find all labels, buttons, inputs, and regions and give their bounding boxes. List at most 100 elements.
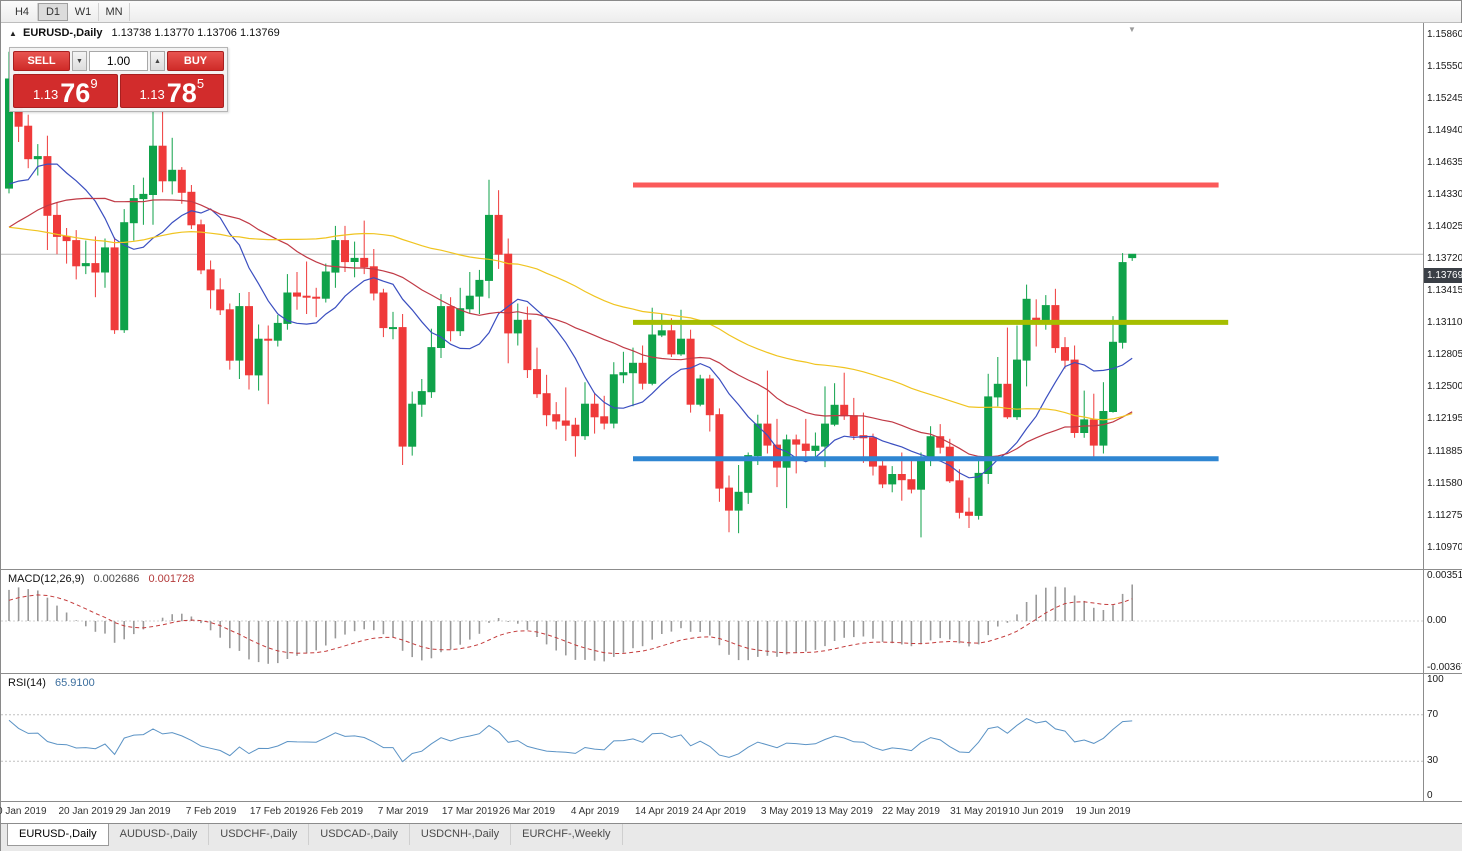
chart-tab-usdchf-daily[interactable]: USDCHF-,Daily <box>209 824 310 845</box>
chart-symbol-label: EURUSD-,Daily <box>22 27 103 39</box>
candle <box>590 392 599 434</box>
volume-decrease-button[interactable]: ▼ <box>72 51 87 71</box>
candle <box>696 374 705 407</box>
candle <box>715 408 724 502</box>
date-axis-label: 10 Jan 2019 <box>0 806 47 817</box>
ma-line-30 <box>8 197 1133 458</box>
macd-name: MACD(12,26,9) <box>8 573 85 585</box>
date-axis-label: 24 Apr 2019 <box>692 806 746 817</box>
timeframe-button-h4[interactable]: H4 <box>7 2 38 21</box>
candle <box>763 370 772 454</box>
rsi-axis-label: 70 <box>1427 709 1439 720</box>
candle <box>705 374 714 432</box>
candle <box>533 347 541 398</box>
price-axis-label: 1.15860 <box>1427 29 1462 40</box>
current-price-tag: 1.13769 <box>1424 268 1462 283</box>
bid-price-pips: 76 <box>60 77 91 108</box>
candle <box>849 397 858 440</box>
candle <box>581 382 589 440</box>
candle <box>120 209 129 333</box>
chart-tab-usdcad-daily[interactable]: USDCAD-,Daily <box>309 824 410 845</box>
candle <box>1013 325 1021 420</box>
price-chart-canvas[interactable] <box>1 23 1423 569</box>
bid-price-point: 9 <box>90 76 98 91</box>
volume-increase-button[interactable]: ▲ <box>150 51 165 71</box>
price-axis-label: 1.12195 <box>1427 413 1462 424</box>
candle <box>475 269 484 314</box>
candle <box>187 185 196 229</box>
chart-tab-eurchf-weekly[interactable]: EURCHF-,Weekly <box>511 824 623 845</box>
candle <box>245 292 253 390</box>
price-axis-label: 1.11275 <box>1427 510 1462 521</box>
candle <box>561 387 570 441</box>
candle <box>1118 253 1127 349</box>
date-axis-label: 10 Jun 2019 <box>1008 806 1064 817</box>
date-axis-label: 3 May 2019 <box>760 806 814 817</box>
candle <box>81 240 90 275</box>
candle <box>1089 393 1098 460</box>
date-axis-label: 7 Mar 2019 <box>377 806 429 817</box>
timeframe-button-d1[interactable]: D1 <box>38 2 68 21</box>
candle <box>1099 382 1108 454</box>
chart-tab-usdcnh-daily[interactable]: USDCNH-,Daily <box>410 824 512 845</box>
price-axis[interactable]: 1.15860 1.15550 1.15245 1.14940 1.14635 1.143… <box>1423 23 1462 569</box>
candle <box>33 144 42 176</box>
volume-input[interactable] <box>89 51 148 71</box>
date-axis-label: 20 Jan 2019 <box>58 806 114 817</box>
candle <box>446 297 455 342</box>
candle <box>629 347 637 407</box>
candle <box>811 432 820 459</box>
ask-price-base: 1.13 <box>139 87 165 102</box>
candle <box>110 237 119 334</box>
candle <box>801 418 810 459</box>
rsi-canvas[interactable] <box>1 674 1423 801</box>
rsi-axis[interactable]: 100 70 30 0 <box>1423 674 1462 801</box>
candle <box>792 434 801 474</box>
date-axis-label: 26 Feb 2019 <box>306 806 364 817</box>
candle <box>53 202 61 255</box>
candle <box>321 263 330 303</box>
date-axis-label: 17 Feb 2019 <box>249 806 307 817</box>
candle <box>360 220 369 275</box>
price-axis-label: 1.11885 <box>1427 446 1462 457</box>
ask-price-pips: 78 <box>166 77 197 108</box>
price-axis-label: 1.13110 <box>1427 317 1462 328</box>
candle <box>437 294 445 358</box>
buy-button[interactable]: BUY <box>167 51 224 71</box>
candle <box>965 497 973 528</box>
candle <box>350 241 359 278</box>
candle <box>878 456 887 489</box>
timeframe-button-w1[interactable]: W1 <box>68 2 99 21</box>
candle <box>273 315 282 347</box>
chart-shift-marker-icon[interactable]: ▼ <box>1128 25 1136 34</box>
macd-signal-value: 0.001728 <box>148 573 195 585</box>
candle <box>331 225 340 288</box>
candle <box>907 460 916 494</box>
candle <box>638 345 647 390</box>
candle <box>206 260 215 309</box>
candle <box>177 167 186 204</box>
macd-axis[interactable]: 0.003518 0.00 -0.00367 <box>1423 570 1462 673</box>
candle <box>600 395 609 430</box>
timeframe-button-mn[interactable]: MN <box>99 2 130 21</box>
macd-canvas[interactable] <box>1 570 1423 673</box>
candle <box>936 424 945 454</box>
candle <box>609 362 618 429</box>
macd-axis-label: -0.00367 <box>1427 662 1462 673</box>
candle <box>168 137 177 195</box>
sell-button[interactable]: SELL <box>13 51 70 71</box>
date-axis-label: 13 May 2019 <box>815 806 873 817</box>
macd-axis-label: 0.00 <box>1427 615 1447 626</box>
rsi-axis-label: 100 <box>1427 674 1444 685</box>
chart-tab-audusd-daily[interactable]: AUDUSD-,Daily <box>109 824 210 845</box>
chart-ohlc-values: 1.13738 1.13770 1.13706 1.13769 <box>111 27 280 39</box>
macd-axis-label: 0.003518 <box>1427 570 1462 581</box>
candle <box>456 287 465 336</box>
sell-price-button[interactable]: 1.13 76 9 <box>13 74 118 108</box>
chart-tab-eurusd-daily[interactable]: EURUSD-,Daily <box>7 824 109 846</box>
buy-price-button[interactable]: 1.13 78 5 <box>119 74 224 108</box>
candle <box>72 230 81 280</box>
